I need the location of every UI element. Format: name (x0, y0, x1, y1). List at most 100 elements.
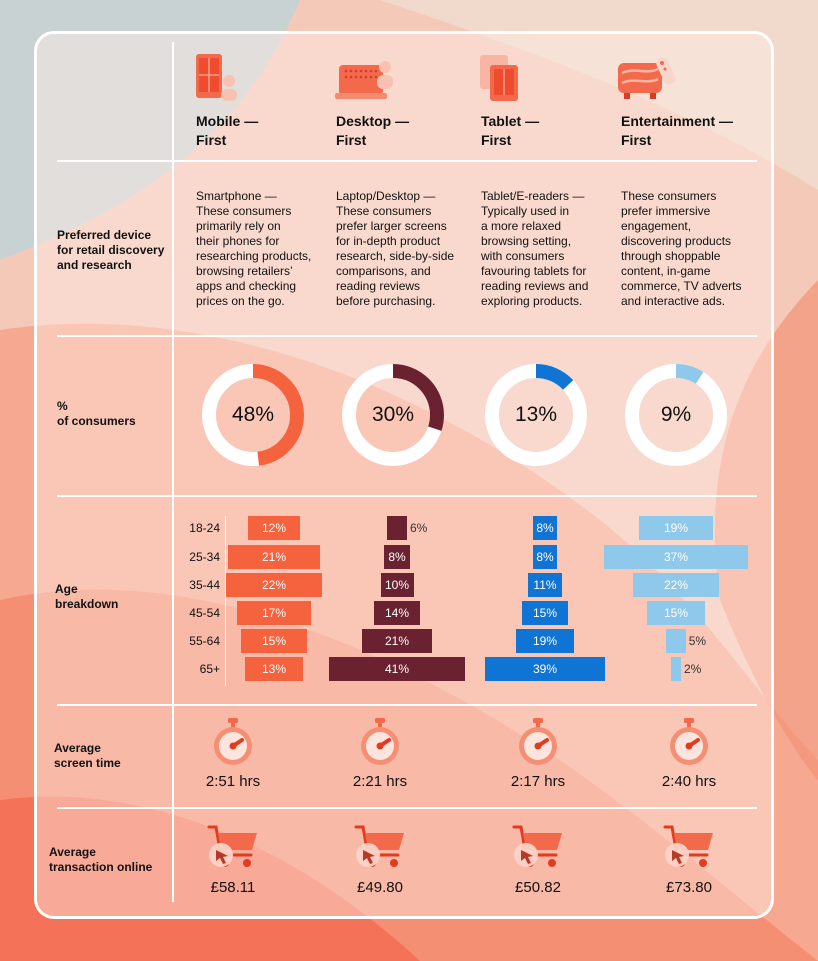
shopping-cart-icon (663, 825, 713, 867)
row-divider (57, 160, 757, 162)
donut-slice-desktop (342, 364, 444, 466)
donut-tablet (485, 364, 587, 466)
age-bar-label-tablet: 8% (536, 550, 554, 564)
age-bar-mobile (241, 629, 307, 653)
donut-desktop (342, 364, 444, 466)
donut-label-desktop: 30% (371, 403, 415, 426)
screen-time-value-desktop: 2:21 hrs (352, 773, 408, 790)
segment-title-desktop: Desktop — First (336, 113, 410, 148)
age-bar-label-mobile: 13% (261, 662, 286, 676)
age-bar-label-desktop: 10% (384, 578, 410, 592)
age-axis-line (225, 516, 226, 686)
mobile-phone-icon (196, 54, 237, 101)
donut-label-mobile: 48% (231, 403, 275, 426)
age-bar-label-mobile: 15% (261, 634, 287, 648)
stopwatch-icon (214, 718, 252, 765)
age-bar-entertainment (646, 601, 706, 625)
segment-title-tablet: Tablet — First (481, 113, 540, 148)
screen-time-value-entertainment: 2:40 hrs (661, 773, 717, 790)
shopping-cart-icon (512, 825, 562, 867)
shopping-cart-icon (207, 825, 257, 867)
age-bar-label-tablet: 39% (532, 662, 557, 676)
infographic-panel (34, 31, 774, 919)
column-divider (172, 42, 174, 902)
segment-description-mobile: Smartphone — These consumers primarily r… (196, 189, 312, 308)
donut-label-entertainment: 9% (660, 403, 692, 426)
segment-description-entertainment: These consumers prefer immersive engagem… (621, 189, 742, 308)
row-label-device: Preferred device for retail discovery an… (57, 228, 165, 272)
age-bar-label-tablet: 15% (532, 606, 558, 620)
segment-description-tablet: Tablet/E-readers — Typically used in a m… (481, 189, 589, 308)
age-bar-label-desktop: 8% (388, 550, 406, 564)
row-divider (57, 495, 757, 497)
age-bar-tablet (532, 516, 558, 540)
donut-label-tablet: 13% (514, 403, 558, 426)
age-bar-entertainment (633, 573, 719, 597)
donut-slice-mobile (202, 364, 304, 466)
age-bar-label-mobile: 17% (261, 606, 286, 620)
tablet-icon (480, 55, 518, 101)
age-bar-entertainment (603, 545, 749, 569)
age-bar-tablet (527, 573, 563, 597)
age-bar-mobile (227, 545, 321, 569)
row-label-consumers: % of consumers (57, 399, 136, 428)
age-bar-desktop (383, 545, 411, 569)
age-category-label: 45-54 (189, 606, 220, 620)
row-divider (57, 704, 757, 706)
transaction-value-entertainment: £73.80 (666, 879, 712, 896)
age-category-label: 18-24 (189, 521, 220, 535)
age-bar-label-tablet: 19% (532, 634, 557, 648)
screen-time-value-mobile: 2:51 hrs (205, 773, 261, 790)
transaction-value-mobile: £58.11 (210, 879, 256, 896)
age-bar-tablet (532, 545, 558, 569)
age-category-label: 55-64 (189, 634, 220, 648)
donut-slice-tablet (485, 364, 587, 466)
age-bar-tablet (515, 629, 575, 653)
age-bar-label-entertainment: 15% (663, 606, 689, 620)
row-divider (57, 807, 757, 809)
row-label-transaction: Average transaction online (49, 845, 153, 874)
age-category-label: 65+ (199, 662, 220, 676)
age-bar-label-entertainment: 5% (688, 634, 707, 648)
age-bar-label-tablet: 11% (533, 578, 557, 592)
age-bar-label-entertainment: 22% (663, 578, 688, 592)
age-bar-desktop (362, 629, 432, 653)
age-bar-entertainment (666, 629, 686, 653)
stopwatch-icon (361, 718, 399, 765)
row-divider (57, 335, 757, 337)
age-bar-desktop (380, 573, 414, 597)
donut-slice-entertainment (625, 364, 727, 466)
segment-title-entertainment: Entertainment — First (621, 113, 734, 148)
row-label-screen-time: Average screen time (54, 741, 121, 770)
age-bar-label-tablet: 8% (536, 521, 554, 535)
age-bar-label-desktop: 21% (384, 634, 409, 648)
age-bar-label-entertainment: 37% (663, 550, 688, 564)
age-bar-label-mobile: 21% (261, 550, 286, 564)
age-bar-mobile (245, 657, 303, 681)
age-bar-mobile (236, 601, 312, 625)
stopwatch-icon (519, 718, 557, 765)
age-bar-entertainment (638, 516, 714, 540)
age-bar-label-desktop: 14% (384, 606, 409, 620)
age-bar-label-mobile: 12% (261, 521, 286, 535)
age-bar-desktop (373, 601, 421, 625)
donut-entertainment (625, 364, 727, 466)
age-bar-desktop (387, 516, 407, 540)
age-category-label: 35-44 (189, 578, 220, 592)
shopping-cart-icon (354, 825, 404, 867)
age-bar-tablet (521, 601, 569, 625)
segment-title-mobile: Mobile — First (196, 113, 259, 148)
screen-time-value-tablet: 2:17 hrs (510, 773, 566, 790)
row-label-age: Age breakdown (55, 582, 119, 611)
age-bar-mobile (247, 516, 301, 540)
transaction-value-tablet: £50.82 (515, 879, 561, 896)
age-bar-entertainment (671, 657, 681, 681)
segment-description-desktop: Laptop/Desktop — These consumers prefer … (336, 189, 455, 308)
age-bar-desktop (329, 657, 465, 681)
age-bar-label-desktop: 41% (384, 662, 409, 676)
age-bar-tablet (484, 657, 606, 681)
transaction-value-desktop: £49.80 (357, 879, 403, 896)
age-bar-label-entertainment: 2% (684, 662, 702, 676)
stopwatch-icon (670, 718, 708, 765)
age-bar-label-desktop: 6% (410, 521, 428, 535)
